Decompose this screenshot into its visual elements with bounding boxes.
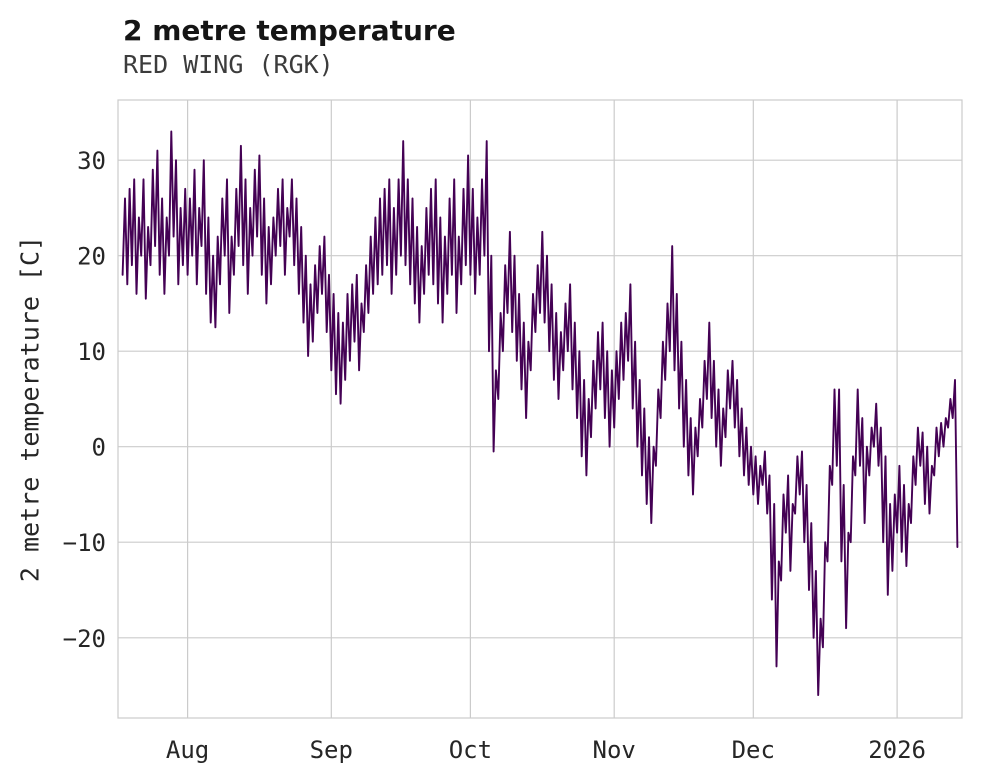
chart-subtitle: RED WING (RGK) xyxy=(123,50,334,79)
plot-border xyxy=(117,99,963,719)
chart-title: 2 metre temperature xyxy=(123,14,456,47)
y-tick-label: 0 xyxy=(92,434,106,462)
y-tick-labels: −20 −10 0 10 20 30 xyxy=(63,147,106,653)
x-tick-label: Oct xyxy=(449,736,492,764)
x-tick-label: 2026 xyxy=(868,736,926,764)
y-tick-label: 10 xyxy=(77,338,106,366)
x-tick-label: Nov xyxy=(593,736,636,764)
x-tick-label: Aug xyxy=(166,736,209,764)
x-tick-label: Dec xyxy=(732,736,775,764)
y-tick-label: −20 xyxy=(63,625,106,653)
y-tick-label: −10 xyxy=(63,529,106,557)
y-tick-label: 20 xyxy=(77,243,106,271)
y-tick-label: 30 xyxy=(77,147,106,175)
x-tick-label: Sep xyxy=(310,736,353,764)
x-tick-labels: Aug Sep Oct Nov Dec 2026 xyxy=(166,736,926,764)
temperature-series-line xyxy=(121,130,959,697)
